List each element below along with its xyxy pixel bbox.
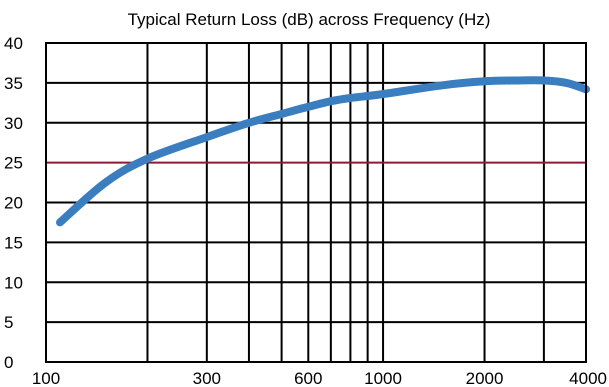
x-tick-label: 300 xyxy=(193,369,221,387)
y-tick-label: 40 xyxy=(4,34,23,53)
y-tick-label: 15 xyxy=(4,233,23,252)
y-tick-label: 10 xyxy=(4,273,23,292)
tick-label-layer: 0 5 10 15 20 25 30 35 40 100 300 600 1000 2000 4000 xyxy=(4,34,607,387)
x-tick-label: 600 xyxy=(294,369,322,387)
y-tick-label: 5 xyxy=(4,313,13,332)
y-tick-label: 25 xyxy=(4,154,23,173)
y-tick-label: 30 xyxy=(4,114,23,133)
y-tick-label: 0 xyxy=(4,353,13,372)
chart-title: Typical Return Loss (dB) across Frequenc… xyxy=(128,10,491,29)
x-tick-label: 100 xyxy=(32,369,60,387)
grid-layer xyxy=(46,43,586,362)
x-tick-label: 2000 xyxy=(466,369,504,387)
y-tick-label: 35 xyxy=(4,74,23,93)
y-tick-label: 20 xyxy=(4,194,23,213)
plot-frame xyxy=(45,42,587,363)
series-layer xyxy=(56,76,590,227)
x-tick-label: 1000 xyxy=(364,369,402,387)
series-line xyxy=(56,76,590,227)
x-tick-label: 4000 xyxy=(569,369,607,387)
